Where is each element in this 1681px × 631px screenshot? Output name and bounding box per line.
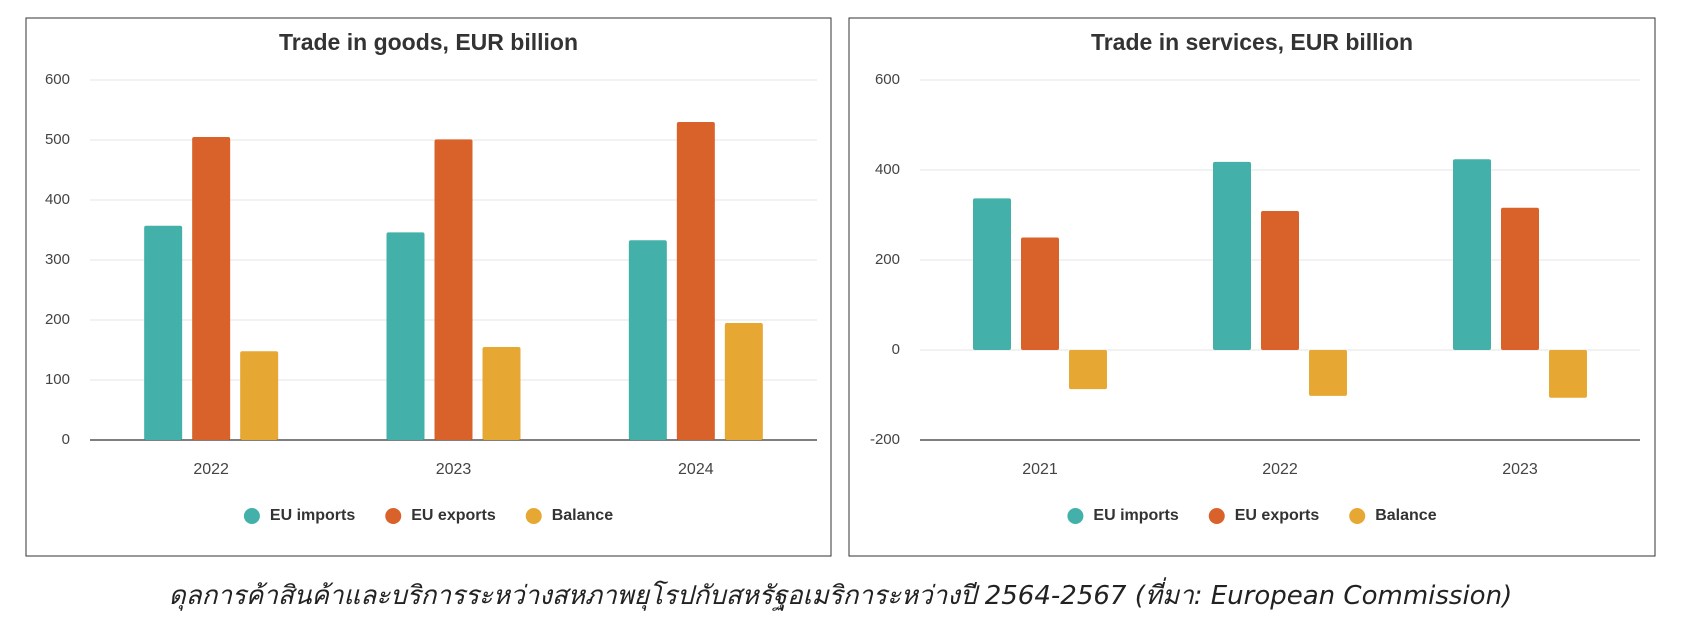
bar: [386, 232, 425, 440]
legend-swatch: [1067, 508, 1084, 524]
x-tick-label: 2021: [1022, 461, 1058, 478]
bar: [482, 347, 521, 440]
y-tick-label: 100: [45, 371, 70, 388]
legend: EU imports EU exports Balance: [1067, 507, 1437, 524]
panel-border: [848, 17, 1656, 557]
y-tick-label: 500: [45, 131, 70, 148]
bar: [676, 122, 715, 440]
bar: [1309, 350, 1347, 396]
caption: ดุลการค้าสินค้าและบริการระหว่างสหภาพยุโร…: [168, 581, 1513, 611]
legend-label: EU exports: [411, 507, 496, 524]
y-tick-label: 0: [62, 431, 70, 448]
bar: [1453, 159, 1491, 350]
legend-swatch: [1349, 508, 1366, 524]
legend-swatch: [1208, 508, 1225, 524]
legend-label: EU imports: [1093, 507, 1178, 524]
legend-label: EU imports: [270, 507, 355, 524]
bar: [973, 198, 1011, 350]
x-tick-label: 2024: [678, 461, 714, 478]
chart-title: Trade in goods, EUR billion: [279, 29, 578, 55]
chart-panel: Trade in goods, EUR billion 0 100 200 300 400…: [25, 17, 832, 557]
bar: [628, 240, 667, 440]
bar: [1261, 210, 1299, 350]
bar: [1021, 237, 1059, 350]
legend: EU imports EU exports Balance: [243, 507, 613, 524]
legend-label: Balance: [1375, 507, 1436, 524]
y-tick-label: 200: [875, 251, 900, 268]
bar: [144, 225, 183, 440]
bar: [724, 323, 763, 440]
chart-title: Trade in services, EUR billion: [1091, 29, 1413, 55]
bar: [1213, 161, 1251, 350]
x-tick-label: 2023: [436, 461, 472, 478]
x-tick-label: 2022: [1262, 461, 1298, 478]
y-tick-label: 400: [875, 161, 900, 178]
bar: [192, 137, 231, 440]
y-tick-label: 400: [45, 191, 70, 208]
y-tick-label: 600: [875, 71, 900, 88]
y-tick-label: 600: [45, 71, 70, 88]
x-tick-label: 2023: [1502, 461, 1538, 478]
legend-swatch: [243, 508, 260, 524]
y-tick-label: 300: [45, 251, 70, 268]
legend-label: EU exports: [1235, 507, 1320, 524]
chart-panel: Trade in services, EUR billion -200 0 200 40…: [848, 17, 1656, 557]
y-tick-label: 0: [892, 341, 900, 358]
y-tick-label: 200: [45, 311, 70, 328]
y-tick-label: -200: [870, 431, 900, 448]
legend-label: Balance: [552, 507, 613, 524]
bar: [240, 351, 279, 440]
legend-swatch: [525, 508, 542, 524]
bar: [1501, 207, 1539, 350]
bar: [1549, 350, 1587, 398]
panel-border: [25, 17, 832, 557]
bar: [1069, 350, 1107, 390]
charts: Trade in goods, EUR billion 0 100 200 300 400…: [25, 17, 1656, 557]
bar: [434, 139, 473, 440]
legend-swatch: [385, 508, 402, 524]
x-tick-label: 2022: [193, 461, 229, 478]
